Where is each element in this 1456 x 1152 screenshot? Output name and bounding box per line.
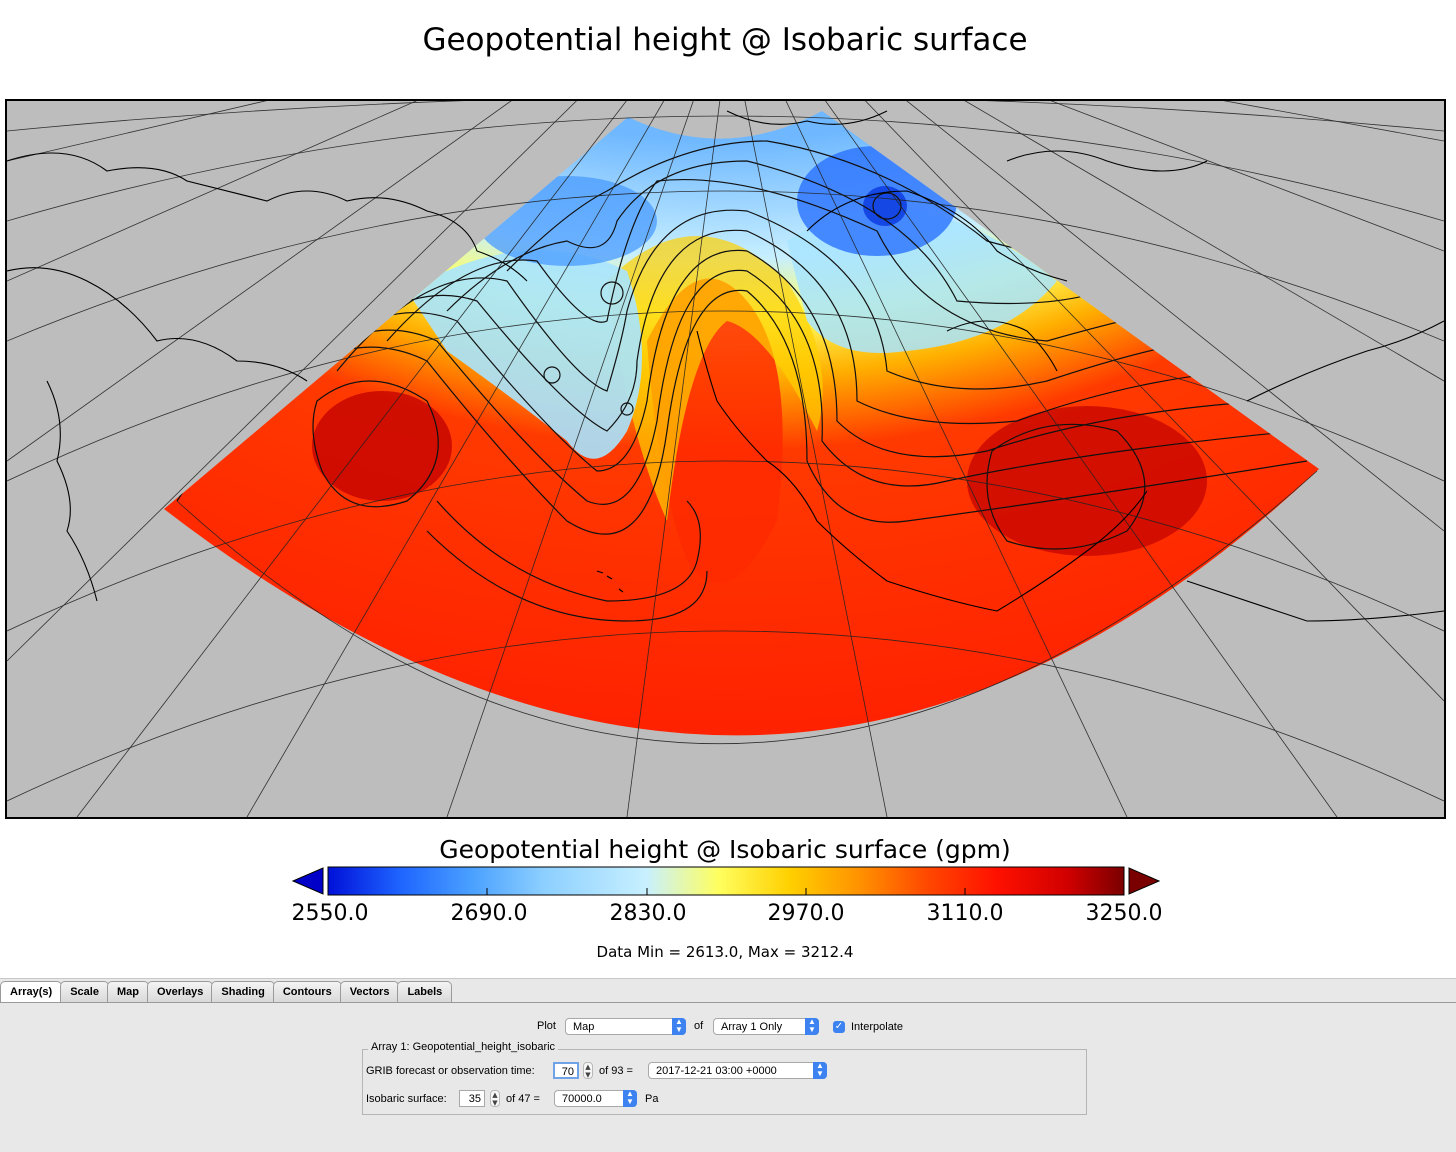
chevron-updown-icon: ▲ ▼ [623,1090,637,1107]
array-value: Array 1 Only [721,1021,783,1033]
colorbar-tick-label: 2690.0 [450,901,528,926]
tab-scale[interactable]: Scale [60,981,109,1002]
tab-bar: Array(s) Scale Map Overlays Shading Cont… [0,981,453,1003]
tab-shading[interactable]: Shading [211,981,275,1002]
colorbar-tick-label: 2550.0 [291,901,369,926]
colorbar-tick-label: 3110.0 [926,901,1004,926]
array-select[interactable]: Array 1 Only ▲ ▼ [713,1018,819,1035]
time-index-stepper[interactable]: ▲ ▼ [583,1062,593,1079]
tab-overlays[interactable]: Overlays [146,981,214,1002]
time-value: 2017-12-21 03:00 +0000 [656,1065,777,1077]
colorbar-gradient [327,866,1125,896]
colorbar-over-arrow [1128,867,1161,895]
interpolate-checkbox[interactable]: ✓ [833,1021,845,1033]
plot-label: Plot [537,1020,556,1032]
data-min-max: Data Min = 2613.0, Max = 3212.4 [596,943,854,961]
chevron-updown-icon: ▲ ▼ [672,1018,686,1035]
control-panel: Array(s) Scale Map Overlays Shading Cont… [0,978,1456,1152]
tab-arrays[interactable]: Array(s) [0,981,63,1002]
surface-select[interactable]: 70000.0 ▲ ▼ [554,1090,637,1107]
plot-type-select[interactable]: Map ▲ ▼ [565,1018,686,1035]
surface-label: Isobaric surface: [366,1093,447,1105]
tab-contours[interactable]: Contours [272,981,342,1002]
map-plot [5,99,1446,819]
colorbar-tick-label: 2830.0 [609,901,687,926]
tab-vectors[interactable]: Vectors [339,981,400,1002]
chevron-updown-icon: ▲ ▼ [805,1018,819,1035]
array-settings-group [362,1049,1087,1115]
surface-value: 70000.0 [562,1093,602,1105]
time-select[interactable]: 2017-12-21 03:00 +0000 ▲ ▼ [648,1062,827,1079]
chevron-updown-icon: ▲ ▼ [813,1062,827,1079]
array-group-title: Array 1: Geopotential_height_isobaric [368,1041,559,1053]
map-coastlines [7,110,1444,622]
surface-of-label: of 47 = [506,1093,540,1105]
surface-unit-label: Pa [645,1093,659,1105]
colorbar-tick-label: 2970.0 [767,901,845,926]
plot-title: Geopotential height @ Isobaric surface [422,22,1028,58]
tab-labels[interactable]: Labels [397,981,453,1002]
interpolate-label: Interpolate [851,1021,903,1033]
time-label: GRIB forecast or observation time: [366,1065,535,1077]
of-label: of [694,1020,704,1032]
tab-map[interactable]: Map [106,981,149,1002]
colorbar [291,866,1161,896]
plot-type-value: Map [573,1021,595,1033]
time-index-field[interactable]: 70 [553,1062,579,1079]
map-canvas [7,101,1444,817]
colorbar-title: Geopotential height @ Isobaric surface (… [439,835,1011,864]
time-of-label: of 93 = [599,1065,633,1077]
map-graticule [7,101,1444,817]
surface-index-stepper[interactable]: ▲ ▼ [490,1090,500,1107]
colorbar-under-arrow [291,867,324,895]
surface-index-field[interactable]: 35 [459,1090,485,1107]
colorbar-tick-label: 3250.0 [1085,901,1163,926]
